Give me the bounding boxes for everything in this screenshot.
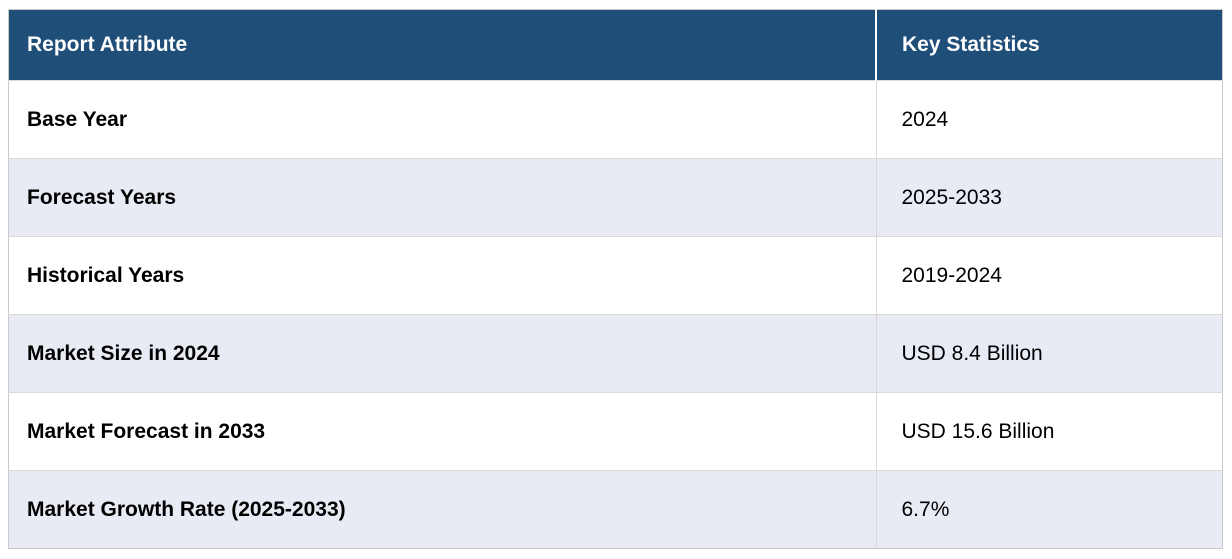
value-cell: 6.7% [875,470,1223,549]
table-row: Base Year 2024 [8,80,1223,159]
column-header-report-attribute: Report Attribute [8,9,877,81]
table-row: Market Growth Rate (2025-2033) 6.7% [8,470,1223,549]
attribute-cell: Base Year [8,80,876,159]
attribute-cell: Market Forecast in 2033 [8,392,876,471]
table-row: Market Size in 2024 USD 8.4 Billion [8,314,1223,393]
column-header-key-statistics: Key Statistics [876,9,1223,81]
table-row: Forecast Years 2025-2033 [8,158,1223,237]
attribute-cell: Market Growth Rate (2025-2033) [8,470,876,549]
value-cell: 2024 [875,80,1223,159]
value-cell: USD 8.4 Billion [875,314,1223,393]
table-row: Historical Years 2019-2024 [8,236,1223,315]
value-cell: 2019-2024 [875,236,1223,315]
attribute-cell: Historical Years [8,236,876,315]
value-cell: USD 15.6 Billion [875,392,1223,471]
report-attributes-table: Report Attribute Key Statistics Base Yea… [8,9,1223,549]
table-row: Market Forecast in 2033 USD 15.6 Billion [8,392,1223,471]
value-cell: 2025-2033 [875,158,1223,237]
attribute-cell: Market Size in 2024 [8,314,876,393]
table-body: Base Year 2024 Forecast Years 2025-2033 … [8,80,1223,549]
attribute-cell: Forecast Years [8,158,876,237]
table-header-row: Report Attribute Key Statistics [8,9,1223,81]
